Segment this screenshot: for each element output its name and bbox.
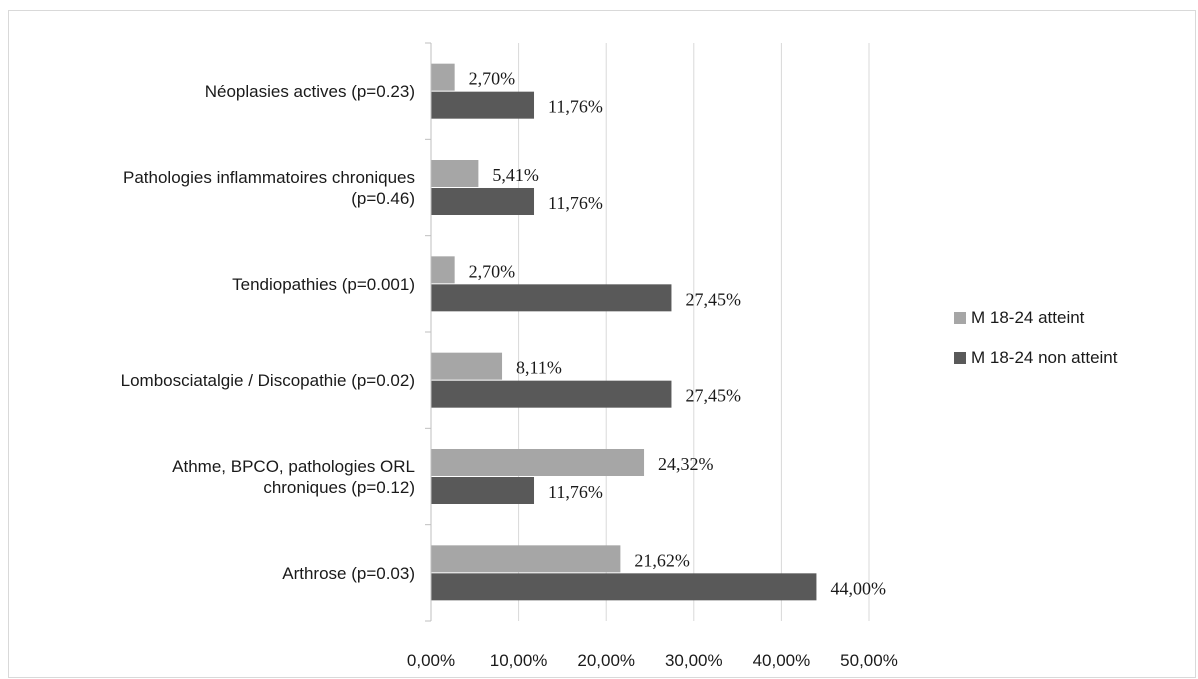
category-label: (p=0.46) [351,189,415,208]
bar [431,284,672,312]
data-label: 5,41% [492,165,539,185]
bar [431,91,535,119]
x-tick-label: 0,00% [407,651,455,670]
category-label: chroniques (p=0.12) [263,478,415,497]
x-tick-label: 10,00% [490,651,548,670]
category-label: Tendiopathies (p=0.001) [232,275,415,294]
category-label: Arthrose (p=0.03) [282,564,415,583]
data-label: 11,76% [548,97,603,117]
bar [431,63,455,91]
x-tick-labels: 0,00% 10,00% 20,00% 30,00% 40,00% 50,00% [407,651,898,670]
x-tick-label: 40,00% [753,651,811,670]
bar [431,160,479,187]
category-label: Lombosciatalgie / Discopathie (p=0.02) [121,371,415,390]
data-labels: 21,62% 44,00% 24,32% 11,76% 8,11% 27,45% 2,70%… [469,69,886,599]
bar [431,352,503,380]
data-label: 11,76% [548,193,603,213]
x-tick-label: 20,00% [577,651,635,670]
bar [431,188,535,215]
data-label: 27,45% [685,289,741,309]
data-label: 11,76% [548,482,603,502]
category-axis [425,42,432,622]
bar-chart: Arthrose (p=0.03) Athme, BPCO, pathologie… [121,42,1118,670]
legend-label: M 18-24 non atteint [971,348,1118,367]
data-label: 27,45% [685,386,741,406]
x-tick-label: 30,00% [665,651,723,670]
legend-label: M 18-24 atteint [971,308,1085,327]
legend-swatch [954,352,966,364]
chart-frame: Arthrose (p=0.03) Athme, BPCO, pathologie… [8,10,1196,678]
category-label: Néoplasies actives (p=0.23) [205,82,415,101]
data-label: 8,11% [516,358,562,378]
data-label: 2,70% [469,69,515,89]
bar [431,449,645,476]
bar [431,573,817,601]
gridlines [518,43,870,621]
data-label: 24,32% [658,454,714,474]
bar [431,256,455,284]
category-label: Athme, BPCO, pathologies ORL [172,457,415,476]
category-labels: Arthrose (p=0.03) Athme, BPCO, pathologie… [121,82,415,583]
data-label: 21,62% [634,550,690,570]
legend-swatch [954,312,966,324]
bar [431,477,535,504]
legend: M 18-24 atteint M 18-24 non atteint [954,308,1118,367]
x-tick-label: 50,00% [840,651,898,670]
data-label: 2,70% [469,261,515,281]
bar [431,380,672,408]
category-label: Pathologies inflammatoires chroniques [123,168,415,187]
data-label: 44,00% [830,578,886,598]
bars [431,63,817,601]
bar [431,545,621,573]
